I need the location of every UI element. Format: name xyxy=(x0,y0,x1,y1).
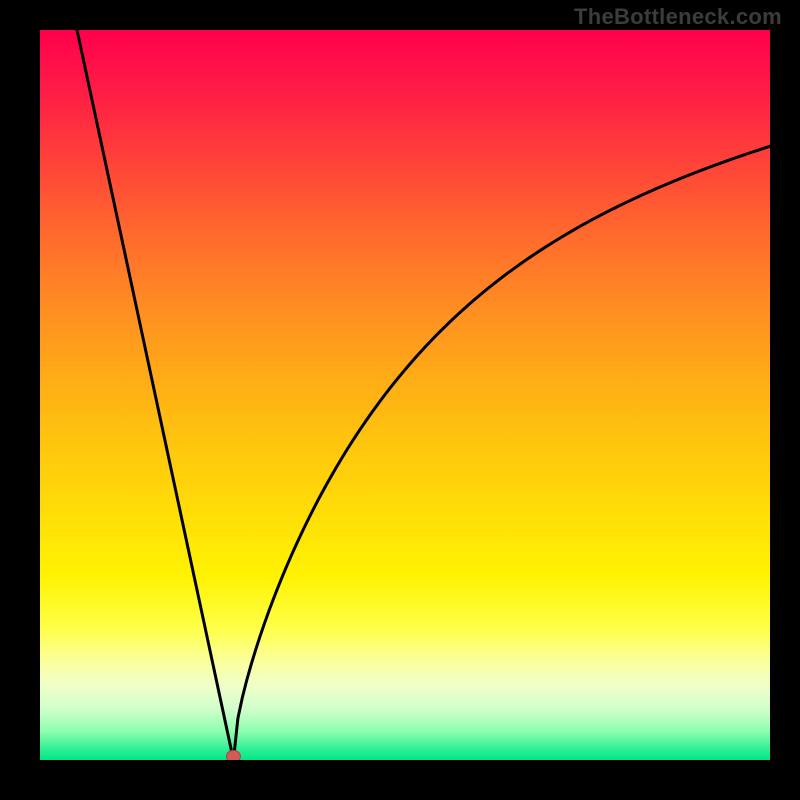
chart-svg xyxy=(0,0,800,800)
chart-stage: TheBottleneck.com xyxy=(0,0,800,800)
plot-gradient-background xyxy=(40,30,770,760)
watermark-text: TheBottleneck.com xyxy=(574,4,782,30)
